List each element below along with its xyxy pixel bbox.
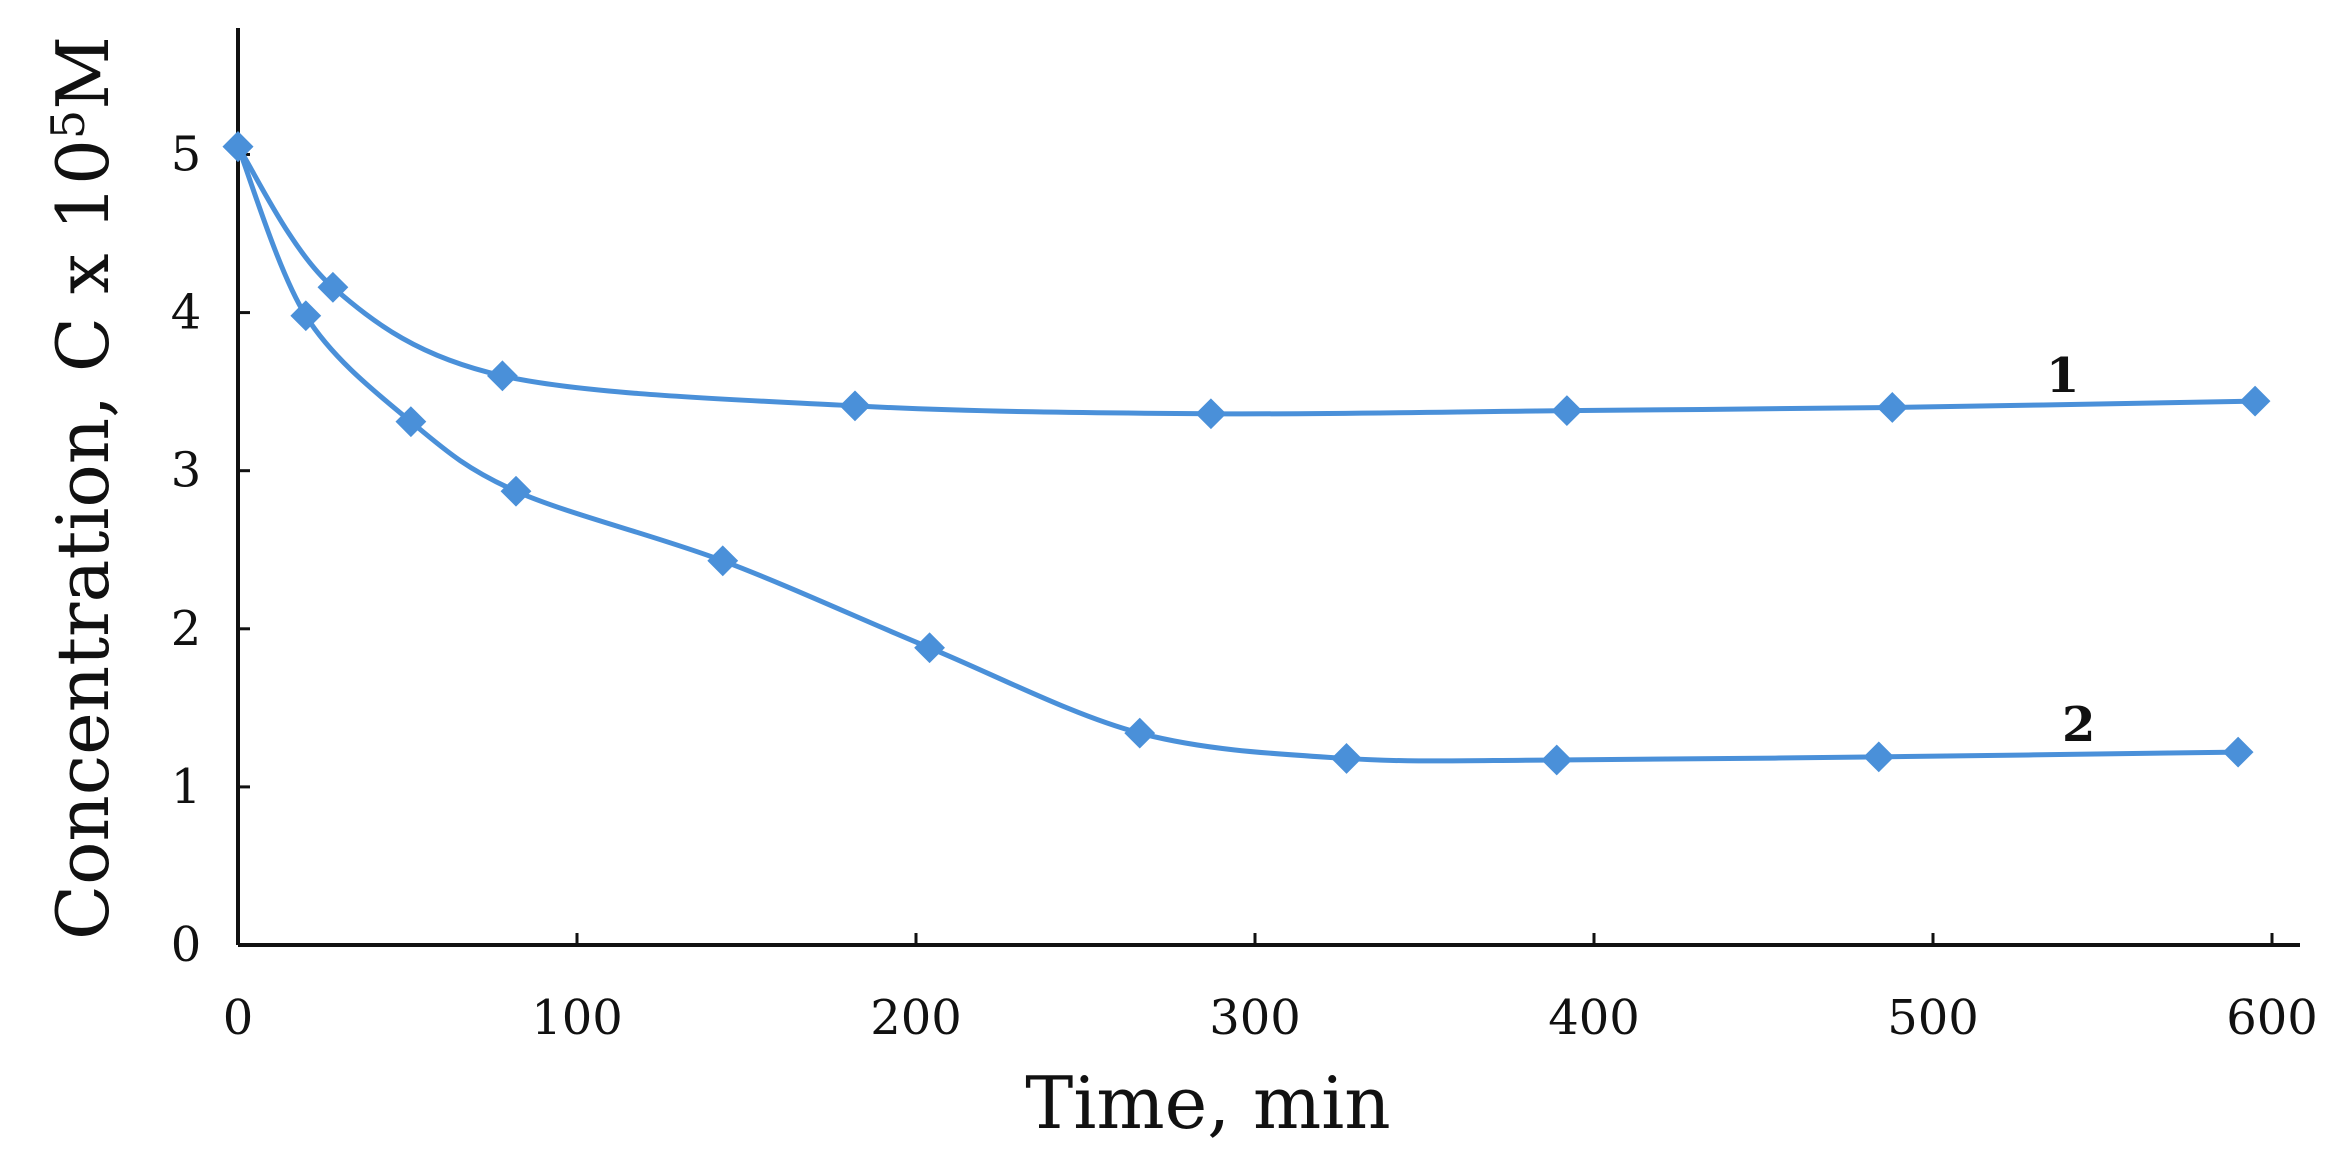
x-tick-label-5: 500 [1887,990,1979,1046]
series-2-point-5 [914,632,945,664]
x-tick-label-3: 300 [1209,990,1301,1046]
y-tick-label-0: 0 [171,917,202,973]
series-1-line [235,144,2258,417]
series-2-point-2 [395,406,427,438]
x-tick-label-4: 400 [1548,990,1640,1046]
series-label-1: 1 [2046,348,2079,404]
series-2-point-6 [1124,717,1156,749]
series-2-point-7 [1331,743,1362,774]
y-tick-label-2: 2 [171,601,202,657]
x-tick-label-0: 0 [223,990,254,1046]
y-axis-title: Concentration, C x 105M [41,36,125,940]
series-1-point-3 [839,390,871,422]
series-1-point-2 [487,360,518,392]
series-2-point-8 [1541,744,1573,776]
y-tick-label-5: 5 [171,126,202,182]
series-1-point-1 [317,271,349,303]
series-label-2: 2 [2062,697,2095,753]
series-1-point-5 [1551,395,1583,427]
y-tick-label-4: 4 [171,285,202,341]
y-axis-title-suffix: M [41,36,125,110]
x-tick-label-6: 600 [2226,990,2318,1046]
series-1-point-7 [2239,385,2271,417]
series-2-point-3 [500,475,532,507]
series-2-point-10 [2222,736,2254,768]
x-tick-label-2: 200 [870,990,962,1046]
series-1-point-4 [1195,398,1227,430]
y-axis-title-superscript: 5 [41,110,95,139]
x-axis-title: Time, min [1025,1061,1390,1145]
y-axis-title-prefix: Concentration, C x 10 [41,139,125,940]
axes-layer: 0 100 200 300 400 500 600 0 1 2 3 4 5 [171,28,2318,1046]
series-layer [222,131,2271,776]
series-2-line [235,144,2241,764]
series-2-point-0 [222,131,254,162]
y-tick-label-1: 1 [171,759,202,815]
series-2-point-1 [290,300,322,332]
series-1-point-6 [1876,392,1908,423]
x-tick-label-1: 100 [531,990,623,1046]
series-2-point-4 [707,545,739,577]
y-tick-label-3: 3 [171,443,202,499]
series-2-point-9 [1863,741,1895,773]
